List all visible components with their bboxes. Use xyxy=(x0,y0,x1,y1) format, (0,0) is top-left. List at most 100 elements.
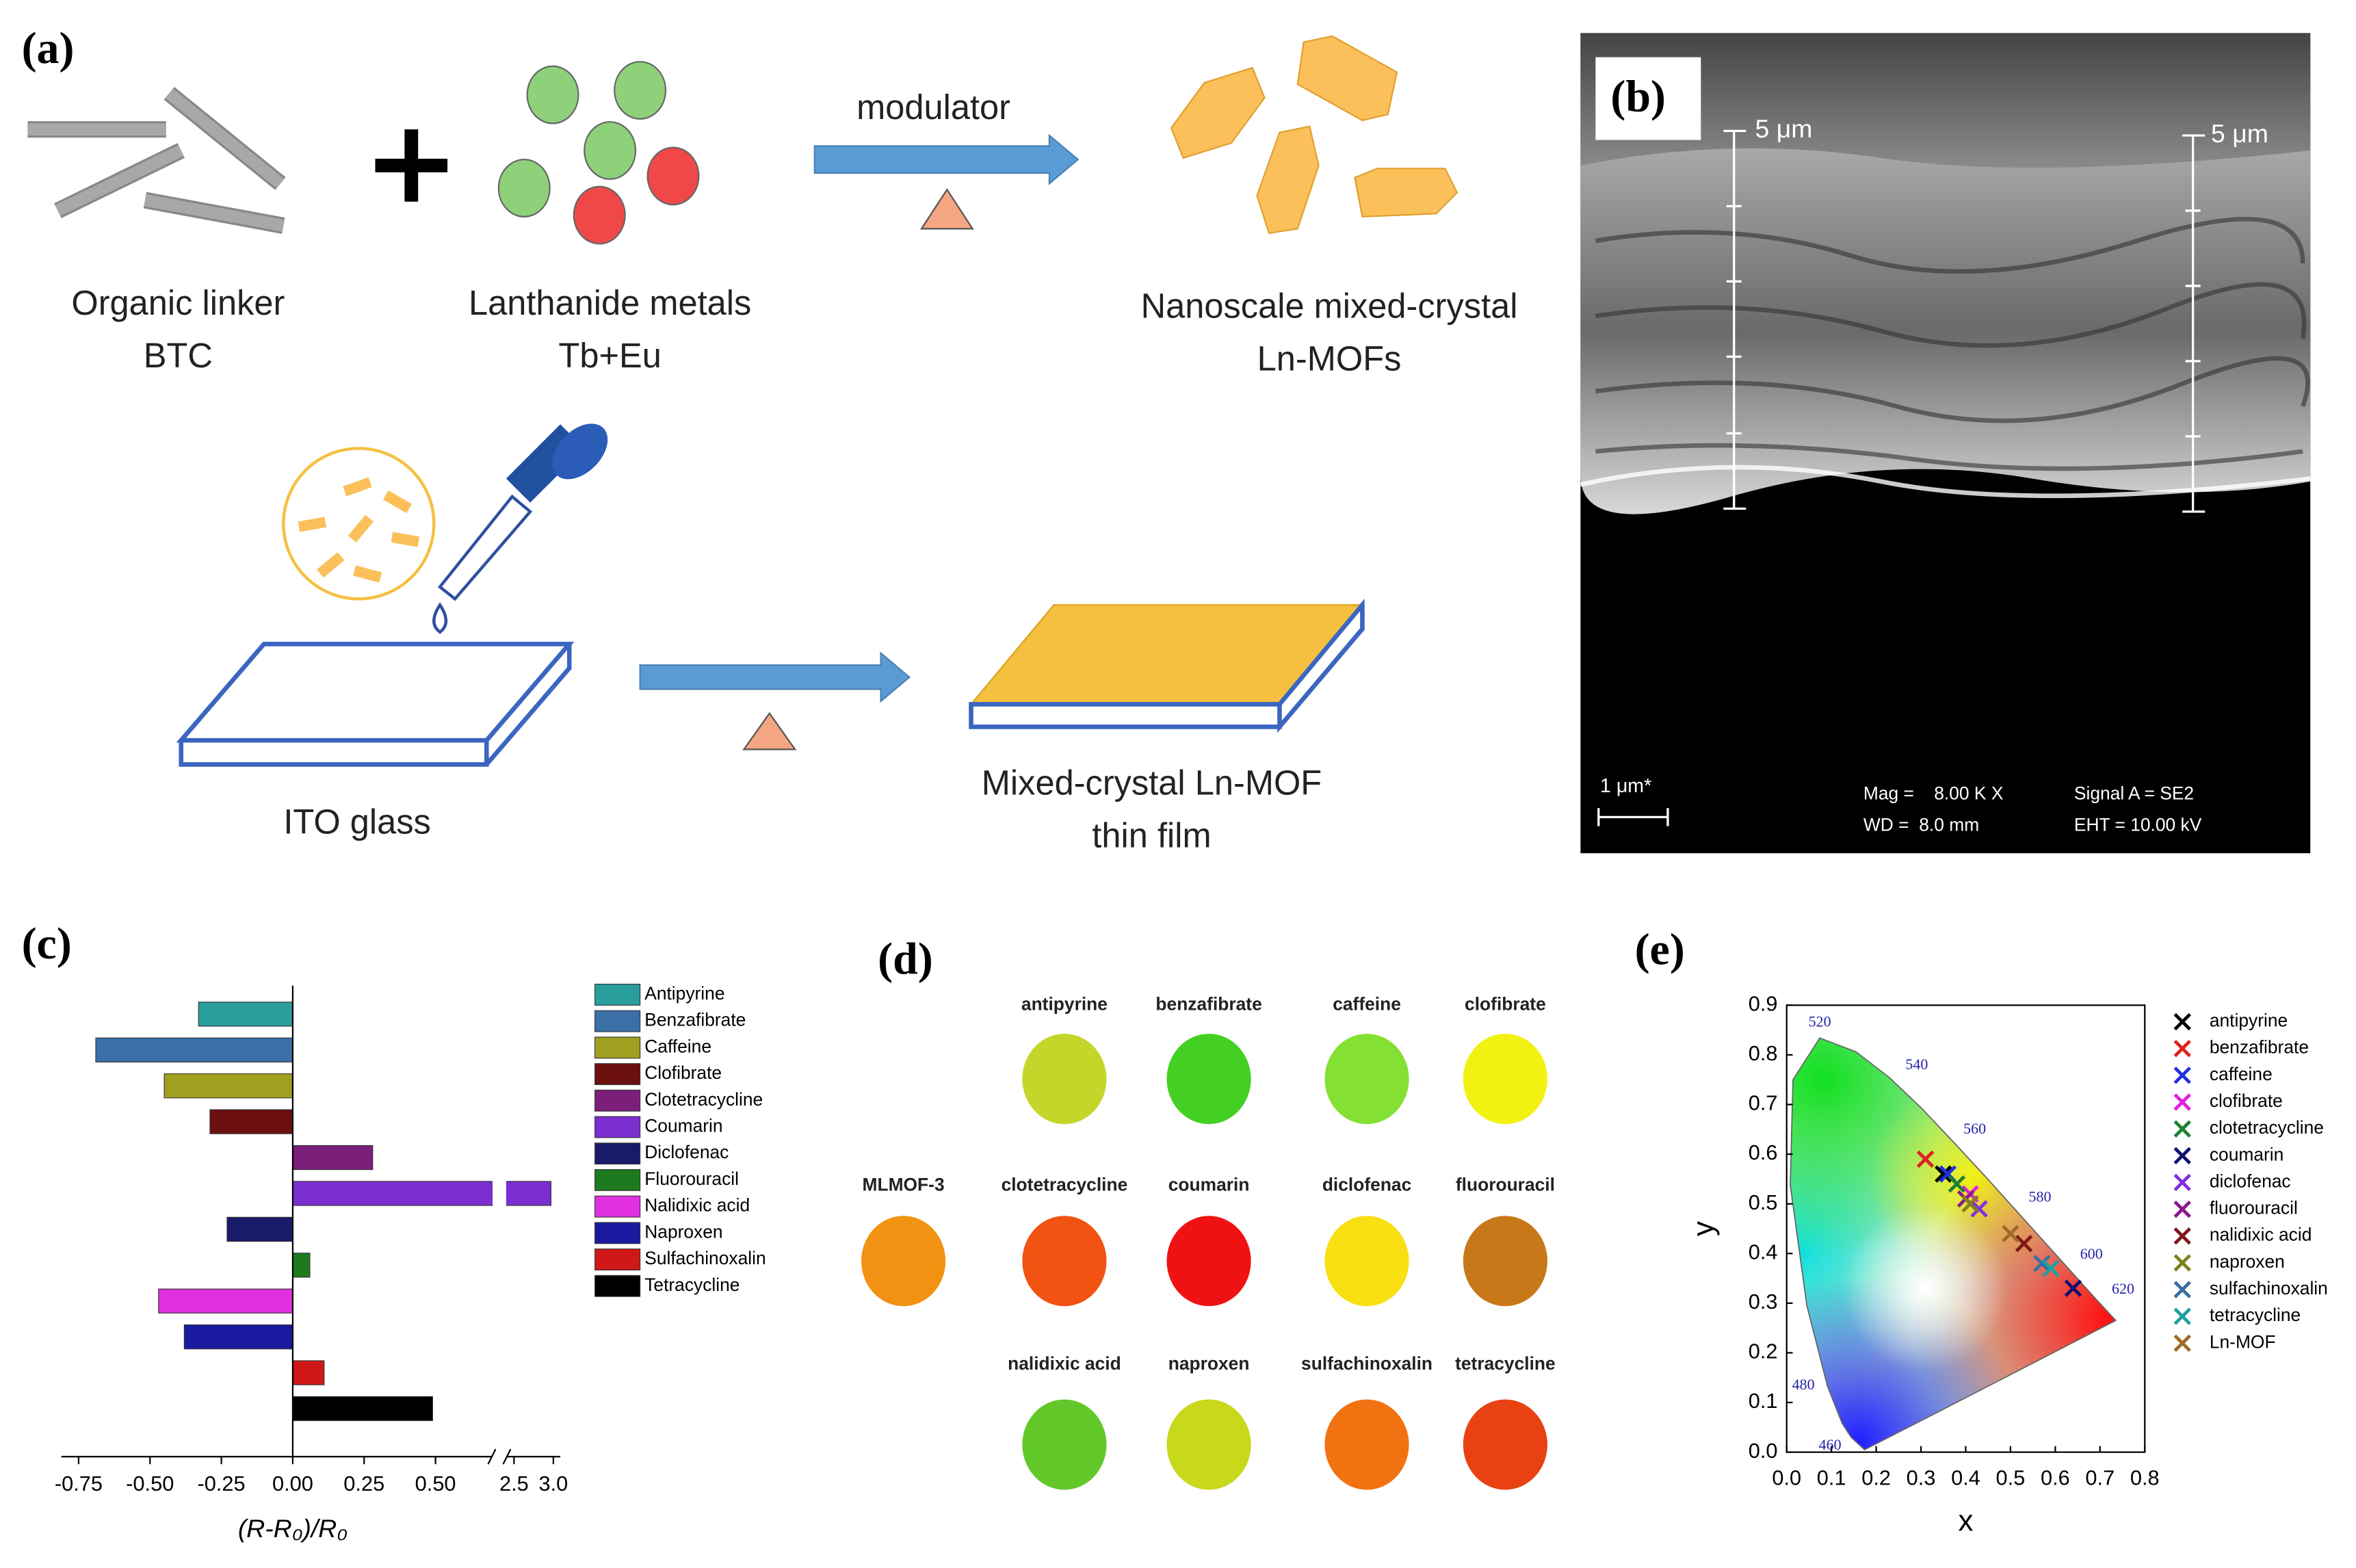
bar xyxy=(292,1253,311,1278)
legend-label: Caffeine xyxy=(644,1036,711,1056)
legend-marker xyxy=(2173,1093,2191,1111)
label-box xyxy=(1595,57,1701,140)
wavelength-label: 600 xyxy=(2080,1245,2103,1262)
legend-swatch xyxy=(594,1142,641,1165)
arrow xyxy=(813,133,1079,185)
x-axis-label: (R-R₀)/R₀ xyxy=(238,1514,348,1543)
x-axis-label: x xyxy=(1958,1504,1973,1538)
x-tick-label: 0.6 xyxy=(2041,1465,2070,1489)
legend-swatch xyxy=(594,1222,641,1244)
x-tick-label: -0.75 xyxy=(55,1472,103,1495)
sample-label: nalidixic acid xyxy=(1008,1353,1121,1374)
legend-marker xyxy=(2173,1067,2191,1084)
legend-marker xyxy=(2173,1307,2191,1325)
sample-spot xyxy=(1022,1216,1107,1307)
caption: BTC xyxy=(144,336,213,375)
sample-spot xyxy=(1166,1399,1251,1490)
y-axis-label: y xyxy=(1687,1221,1720,1236)
caption: Organic linker xyxy=(71,283,285,322)
sample-spot xyxy=(1022,1399,1107,1490)
particles xyxy=(298,477,420,583)
wavelength-label: 620 xyxy=(2112,1280,2134,1297)
legend-label: Diclofenac xyxy=(644,1142,729,1162)
legend-marker xyxy=(2173,1334,2191,1353)
legend-swatch xyxy=(594,1249,641,1271)
legend-label: Clotetracycline xyxy=(644,1089,763,1110)
sample-spot xyxy=(1324,1399,1409,1490)
y-tick-label: 0.4 xyxy=(1749,1240,1778,1264)
legend-swatch xyxy=(594,1089,641,1112)
legend-label: tetracycline xyxy=(2210,1305,2301,1325)
plot-frame xyxy=(1785,1004,2146,1453)
legend-marker xyxy=(2173,1200,2191,1218)
legend-swatch xyxy=(594,1168,641,1191)
x-tick-label: 2.5 xyxy=(499,1472,529,1495)
legend-swatch xyxy=(594,1275,641,1297)
sample-label: diclofenac xyxy=(1322,1174,1411,1194)
legend-label: clofibrate xyxy=(2210,1090,2283,1111)
x-tick-label: 0.1 xyxy=(1817,1465,1846,1489)
caption: ITO glass xyxy=(283,802,431,841)
sample-label: caffeine xyxy=(1333,993,1401,1014)
wavelength-label: 520 xyxy=(1809,1012,1831,1030)
bar xyxy=(226,1216,293,1242)
point xyxy=(2042,1259,2060,1277)
wavelength-label: 460 xyxy=(1819,1436,1842,1453)
x-tick-label: 0.8 xyxy=(2130,1465,2160,1489)
legend-swatch xyxy=(594,1010,641,1032)
bar xyxy=(292,1360,325,1385)
sem-info: EHT = 10.00 kV xyxy=(2074,815,2202,835)
x-tick-label: 0.2 xyxy=(1861,1465,1891,1489)
x-tick-label: 0.5 xyxy=(1996,1465,2026,1489)
wavelength-label: 580 xyxy=(2028,1188,2051,1205)
x-tick-label: 0.25 xyxy=(343,1472,384,1495)
point xyxy=(2002,1225,2019,1242)
legend-swatch xyxy=(594,1036,641,1059)
panel-b: (b) 5 μm 5 μm 1 μm* Mag = 8.00 K X WD = … xyxy=(1580,33,2311,854)
heat xyxy=(742,711,797,750)
legend-label: Benzafibrate xyxy=(644,1010,746,1030)
bar xyxy=(292,1145,374,1171)
point xyxy=(1916,1150,1935,1168)
legend-marker xyxy=(2173,1281,2191,1298)
legend-label: Fluorouracil xyxy=(644,1168,739,1189)
legend-label: Antipyrine xyxy=(644,983,724,1004)
sem-info: Mag = 8.00 K X xyxy=(1863,783,2004,803)
scale-label: 5 μm xyxy=(1755,114,1813,143)
point xyxy=(2015,1235,2033,1253)
scale-label: 5 μm xyxy=(2211,119,2268,148)
y-tick-label: 0.3 xyxy=(1749,1290,1778,1314)
legend-label: caffeine xyxy=(2210,1064,2273,1084)
legend-marker xyxy=(2173,1147,2191,1165)
bar xyxy=(183,1324,293,1350)
scale-lines xyxy=(1597,129,2206,826)
x-tick-label: -0.50 xyxy=(126,1472,174,1495)
legend-label: naproxen xyxy=(2210,1251,2285,1272)
point xyxy=(2033,1255,2051,1272)
legend-label: benzafibrate xyxy=(2210,1037,2309,1058)
x-tick-label: 0.4 xyxy=(1951,1465,1980,1489)
sample-label: sulfachinoxalin xyxy=(1301,1353,1432,1374)
bar xyxy=(209,1109,293,1134)
y-tick-label: 0.9 xyxy=(1749,991,1778,1015)
sample-label: clotetracycline xyxy=(1002,1174,1128,1194)
legend-label: fluorouracil xyxy=(2210,1198,2298,1218)
caption: Nanoscale mixed-crystal xyxy=(1141,286,1518,325)
sample-label: tetracycline xyxy=(1455,1353,1556,1374)
legend-marker xyxy=(2173,1120,2191,1138)
bar xyxy=(158,1288,293,1314)
bar xyxy=(292,1181,552,1206)
legend-label: clotetracycline xyxy=(2210,1117,2324,1138)
sample-spot xyxy=(1324,1034,1409,1125)
legend-label: sulfachinoxalin xyxy=(2210,1278,2328,1298)
legend-marker xyxy=(2173,1254,2191,1272)
sample-spot xyxy=(1022,1034,1107,1125)
axis-break-gap xyxy=(493,1179,506,1207)
sample-spot xyxy=(1324,1216,1409,1307)
legend-label: Ln-MOF xyxy=(2210,1331,2276,1352)
caption: Lanthanide metals xyxy=(469,283,751,322)
y-tick-label: 0.8 xyxy=(1749,1041,1778,1065)
sample-label: naproxen xyxy=(1168,1353,1250,1374)
legend-label: coumarin xyxy=(2210,1144,2283,1164)
x-tick-label: -0.25 xyxy=(198,1472,246,1495)
